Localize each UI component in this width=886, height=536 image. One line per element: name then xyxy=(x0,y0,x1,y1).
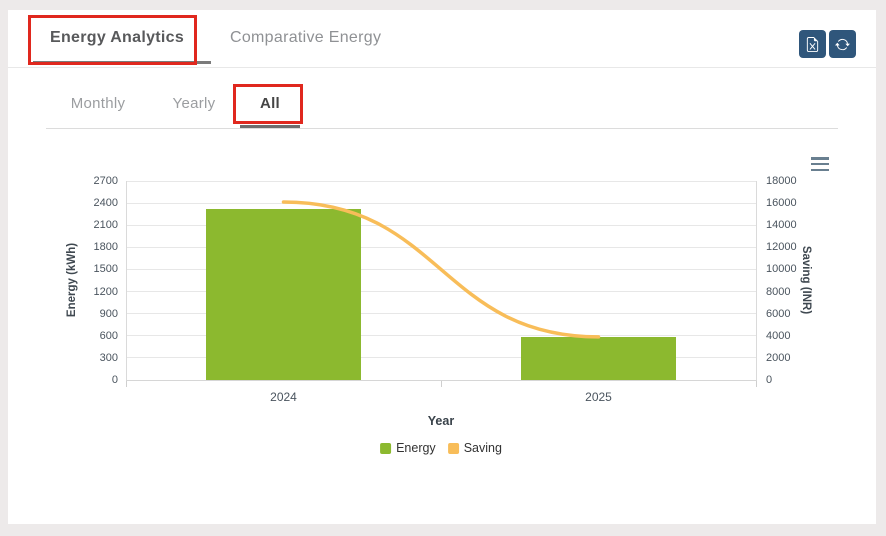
left-axis-tick-label: 2400 xyxy=(93,197,118,210)
tab-comparative-energy[interactable]: Comparative Energy xyxy=(230,29,382,46)
left-axis-title: Energy (kWh) xyxy=(66,242,78,318)
x-axis-line xyxy=(126,380,757,381)
x-axis-tick xyxy=(126,381,127,387)
analytics-card: Energy Analytics Comparative Energy Mont… xyxy=(8,10,876,524)
gridline xyxy=(126,357,756,359)
subtab-monthly[interactable]: Monthly xyxy=(70,95,126,112)
left-plot-border xyxy=(126,181,127,380)
legend-item-saving[interactable]: Saving xyxy=(447,441,502,455)
right-axis-tick-label: 12000 xyxy=(766,241,797,254)
bar-energy-2024[interactable] xyxy=(206,209,361,380)
gridline xyxy=(126,202,756,204)
right-axis-tick-label: 16000 xyxy=(766,197,797,210)
tab-energy-analytics[interactable]: Energy Analytics xyxy=(50,29,185,46)
subtab-yearly[interactable]: Yearly xyxy=(172,95,216,112)
chart-legend: Energy Saving xyxy=(380,441,502,455)
left-axis-tick-label: 600 xyxy=(99,329,118,342)
left-axis-tick-label: 1200 xyxy=(93,285,118,298)
x-axis-category-label: 2024 xyxy=(270,390,297,404)
right-axis-tick-label: 4000 xyxy=(766,329,791,342)
refresh-icon xyxy=(835,37,850,52)
right-axis-tick-label: 10000 xyxy=(766,263,797,276)
right-axis-tick-label: 18000 xyxy=(766,175,797,187)
file-excel-icon xyxy=(805,36,820,52)
right-axis-title: Saving (INR) xyxy=(800,245,812,315)
energy-chart: Energy (kWh) Saving (INR) Year 0 0 300 2000… xyxy=(8,10,876,524)
x-axis-tick xyxy=(756,381,757,387)
hamburger-menu-icon xyxy=(811,157,829,160)
x-axis-tick xyxy=(441,381,442,387)
left-axis-tick-label: 900 xyxy=(99,307,118,320)
x-axis-title: Year xyxy=(427,414,455,428)
left-axis-tick-label: 0 xyxy=(111,374,118,386)
refresh-button[interactable] xyxy=(829,30,856,58)
legend-label: Energy xyxy=(396,441,436,455)
left-axis-tick-label: 300 xyxy=(99,351,118,364)
right-axis-tick-label: 8000 xyxy=(766,285,791,298)
chart-context-menu-button[interactable] xyxy=(811,156,831,172)
legend-swatch-energy xyxy=(380,442,392,454)
legend-label: Saving xyxy=(463,441,502,455)
left-axis-tick-label: 2700 xyxy=(93,175,118,187)
left-axis-tick-label: 2100 xyxy=(93,219,118,232)
right-plot-border xyxy=(756,181,757,380)
right-axis-tick-label: 0 xyxy=(766,374,773,386)
x-axis-category-label: 2025 xyxy=(585,390,612,404)
period-subtab-bar: Monthly Yearly All xyxy=(46,84,838,129)
left-axis-tick-label: 1500 xyxy=(93,263,118,276)
legend-item-energy[interactable]: Energy xyxy=(380,441,436,455)
right-axis-tick-label: 6000 xyxy=(766,307,791,320)
gridline xyxy=(126,180,756,182)
right-axis-tick-label: 2000 xyxy=(766,351,791,364)
bar-energy-2025[interactable] xyxy=(521,337,676,380)
subtab-all[interactable]: All xyxy=(240,84,300,128)
left-axis-tick-label: 1800 xyxy=(93,241,118,254)
legend-swatch-saving xyxy=(447,442,459,454)
export-excel-button[interactable] xyxy=(799,30,826,58)
right-axis-tick-label: 14000 xyxy=(766,219,797,232)
